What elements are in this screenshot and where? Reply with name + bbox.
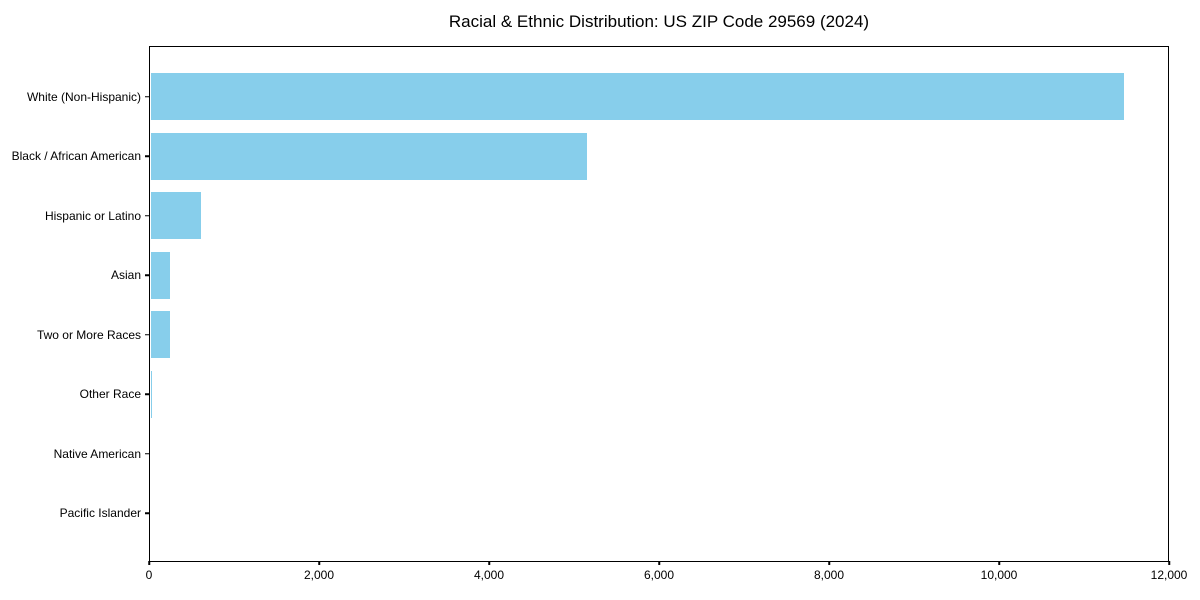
y-tick-label: Pacific Islander: [59, 506, 141, 520]
y-tick-mark: [145, 95, 149, 98]
x-tick-label: 0: [145, 568, 153, 582]
x-tick-mark: [828, 561, 830, 565]
bar-two-or-more-races: [150, 311, 171, 358]
x-tick-label: 6,000: [643, 568, 675, 582]
chart-title: Racial & Ethnic Distribution: US ZIP Cod…: [448, 12, 870, 31]
bar-hispanic-or-latino: [150, 192, 201, 239]
y-tick-mark: [145, 512, 149, 514]
x-tick-label: 12,000: [1150, 568, 1188, 582]
x-tick-mark: [998, 561, 1000, 565]
y-tick-label: Black / African American: [11, 149, 141, 163]
bar-asian: [150, 251, 171, 299]
y-tick-mark: [145, 333, 149, 336]
y-tick-label: Two or More Races: [36, 327, 141, 342]
y-tick-mark: [145, 393, 149, 395]
plot-area: [149, 46, 1169, 562]
y-tick-mark: [145, 452, 149, 455]
x-tick-label: 8,000: [813, 568, 845, 582]
x-tick-label: 10,000: [980, 568, 1018, 582]
y-tick-label: Asian: [110, 268, 141, 282]
x-tick-mark: [148, 561, 150, 565]
bar-other-race: [150, 370, 153, 418]
y-tick-label: Hispanic or Latino: [44, 208, 141, 223]
x-tick-label: 4,000: [473, 568, 505, 582]
x-tick-mark: [1168, 561, 1170, 565]
bar-white-non-hispanic: [150, 73, 1124, 120]
y-tick-label: White (Non-Hispanic): [26, 89, 141, 104]
y-tick-label: Other Race: [79, 387, 141, 401]
bar-black-african-american: [150, 132, 587, 180]
x-tick-mark: [488, 561, 490, 565]
y-tick-mark: [145, 274, 149, 276]
x-tick-mark: [318, 561, 320, 565]
y-tick-label: Native American: [53, 446, 141, 461]
x-tick-label: 2,000: [303, 568, 335, 582]
x-tick-mark: [658, 561, 660, 565]
y-tick-mark: [145, 155, 149, 157]
y-tick-mark: [145, 214, 149, 217]
